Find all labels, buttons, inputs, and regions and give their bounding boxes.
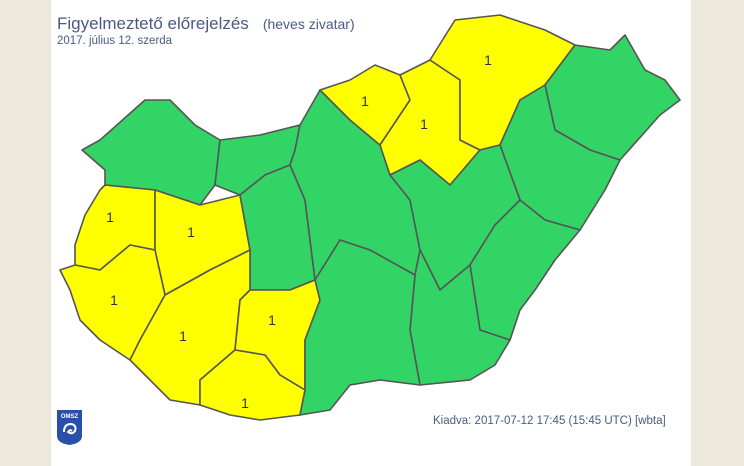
omsz-logo: OMSZ	[57, 410, 82, 445]
issued-timestamp: Kiadva: 2017-07-12 17:45 (15:45 UTC) [wb…	[433, 415, 666, 427]
warning-level-label-baranya: 1	[241, 395, 249, 411]
warning-level-label-zala: 1	[110, 292, 118, 308]
title-subtitle: (heves zivatar)	[262, 16, 355, 32]
warning-level-label-heves: 1	[420, 116, 428, 132]
county-bacs	[299, 239, 421, 416]
forecast-date: 2017. július 12. szerda	[57, 35, 173, 47]
county-bekes	[469, 199, 581, 341]
warning-level-label-borsod: 1	[484, 52, 492, 68]
warning-level-label-vas: 1	[106, 209, 114, 225]
warning-level-label-veszprem: 1	[187, 224, 195, 240]
svg-text:OMSZ: OMSZ	[61, 414, 79, 420]
warning-level-label-tolna: 1	[268, 312, 276, 328]
title-text: Figyelmeztető előrejelzés	[57, 14, 249, 33]
warning-level-label-somogy: 1	[179, 328, 187, 344]
page-title: Figyelmeztető előrejelzés (heves zivatar)	[57, 14, 355, 34]
warning-level-label-nograd: 1	[361, 93, 369, 109]
county-baranya	[199, 349, 306, 421]
